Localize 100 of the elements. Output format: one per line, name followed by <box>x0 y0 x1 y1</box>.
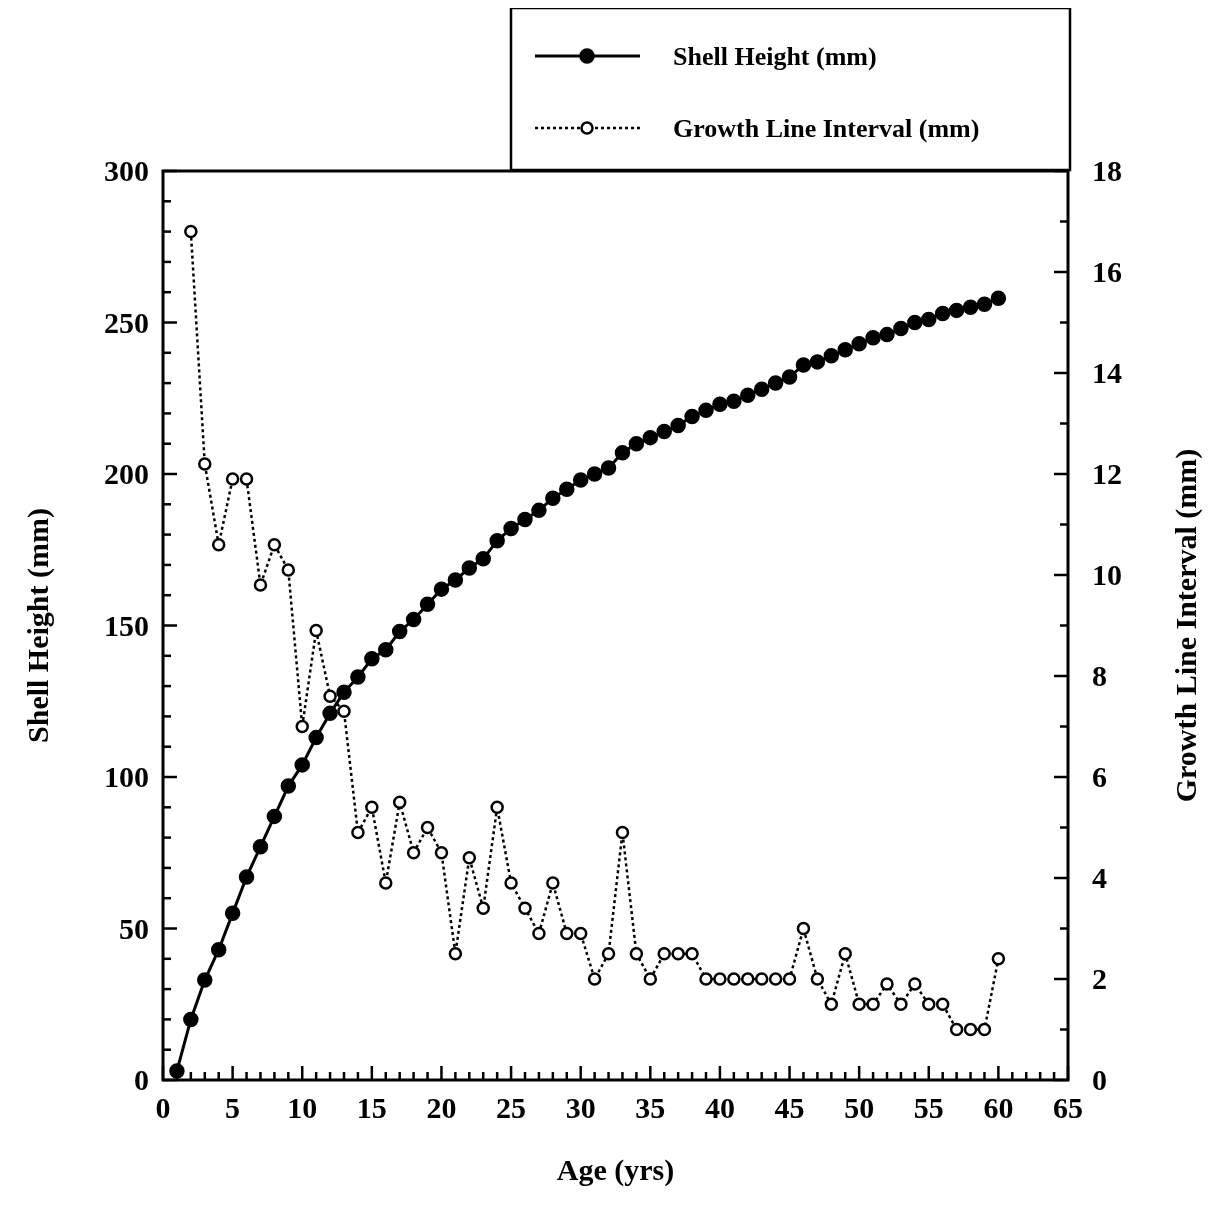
y-tick-label: 100 <box>104 760 149 793</box>
point <box>253 578 268 592</box>
point <box>560 926 574 941</box>
x-tick-label: 45 <box>774 1091 805 1124</box>
point <box>294 757 310 773</box>
point <box>949 1022 964 1037</box>
point <box>198 457 212 471</box>
point <box>281 563 296 577</box>
point <box>684 408 700 425</box>
point <box>323 689 337 703</box>
point <box>322 705 338 722</box>
point <box>504 876 518 890</box>
point <box>476 901 490 916</box>
point <box>448 947 463 961</box>
point <box>252 838 269 855</box>
point <box>990 290 1007 307</box>
point <box>698 402 714 419</box>
point <box>587 972 602 986</box>
point <box>503 520 519 537</box>
point <box>337 704 351 719</box>
point <box>629 947 644 961</box>
point <box>224 905 241 922</box>
point <box>712 396 728 413</box>
legend-label: Growth Line Interval (mm) <box>673 114 980 143</box>
y2-tick-label: 10 <box>1092 558 1122 591</box>
y2-tick-label: 14 <box>1092 356 1122 389</box>
point <box>894 997 908 1011</box>
point <box>963 1022 978 1037</box>
point <box>419 596 436 613</box>
point <box>573 926 588 941</box>
point <box>628 435 645 452</box>
point <box>948 302 965 319</box>
x-axis-title: Age (yrs) <box>556 1153 675 1187</box>
point <box>726 393 742 410</box>
point <box>713 972 727 986</box>
x-tick-label: 35 <box>635 1091 666 1124</box>
point <box>405 611 422 628</box>
point <box>267 537 282 552</box>
point <box>211 537 226 552</box>
point <box>781 369 798 385</box>
point <box>753 381 770 397</box>
point <box>517 511 533 528</box>
point <box>295 719 309 734</box>
point <box>767 375 784 391</box>
point <box>447 572 464 588</box>
point <box>810 972 825 986</box>
point <box>475 551 491 567</box>
point <box>934 305 951 322</box>
point <box>546 876 560 890</box>
legend-label: Shell Height (mm) <box>673 42 877 71</box>
point <box>600 460 617 476</box>
point <box>976 296 993 313</box>
point <box>225 472 240 486</box>
y-tick-label: 250 <box>104 305 149 339</box>
point <box>768 972 783 986</box>
y2-tick-label: 16 <box>1092 255 1122 288</box>
x-tick-label: 40 <box>704 1091 735 1124</box>
x-tick-label: 65 <box>1053 1091 1083 1124</box>
y-tick-label: 50 <box>119 911 149 945</box>
point <box>614 445 631 461</box>
point <box>922 997 936 1011</box>
point <box>824 997 839 1011</box>
point <box>336 684 352 700</box>
x-tick-label: 0 <box>155 1091 171 1124</box>
point <box>823 348 840 364</box>
point <box>601 947 616 961</box>
point <box>434 846 449 860</box>
y-axis-title: Shell Height (mm) <box>21 508 55 743</box>
x-tick-label: 25 <box>496 1091 527 1124</box>
point <box>379 876 393 890</box>
point <box>962 299 979 316</box>
y2-tick-label: 0 <box>1092 1063 1107 1096</box>
x-tick-label: 55 <box>913 1091 944 1124</box>
point <box>852 997 866 1011</box>
point <box>559 481 575 497</box>
point <box>921 311 937 328</box>
point <box>935 997 950 1011</box>
point <box>365 800 379 815</box>
point <box>741 972 755 986</box>
point <box>239 472 254 486</box>
point <box>838 947 852 961</box>
point <box>197 972 213 988</box>
point <box>908 977 922 991</box>
point <box>656 423 672 440</box>
x-tick-label: 60 <box>983 1091 1014 1124</box>
point <box>490 800 504 815</box>
x-tick-label: 10 <box>287 1091 318 1124</box>
point <box>462 851 477 865</box>
point <box>266 808 283 825</box>
point <box>907 314 923 331</box>
point <box>879 326 895 343</box>
x-tick-label: 5 <box>225 1091 241 1124</box>
x-tick-label: 20 <box>426 1091 457 1124</box>
point <box>699 972 713 986</box>
point <box>531 502 547 519</box>
point <box>670 417 686 434</box>
point <box>809 354 826 370</box>
point <box>280 778 297 794</box>
point <box>351 825 365 840</box>
point <box>461 560 478 576</box>
